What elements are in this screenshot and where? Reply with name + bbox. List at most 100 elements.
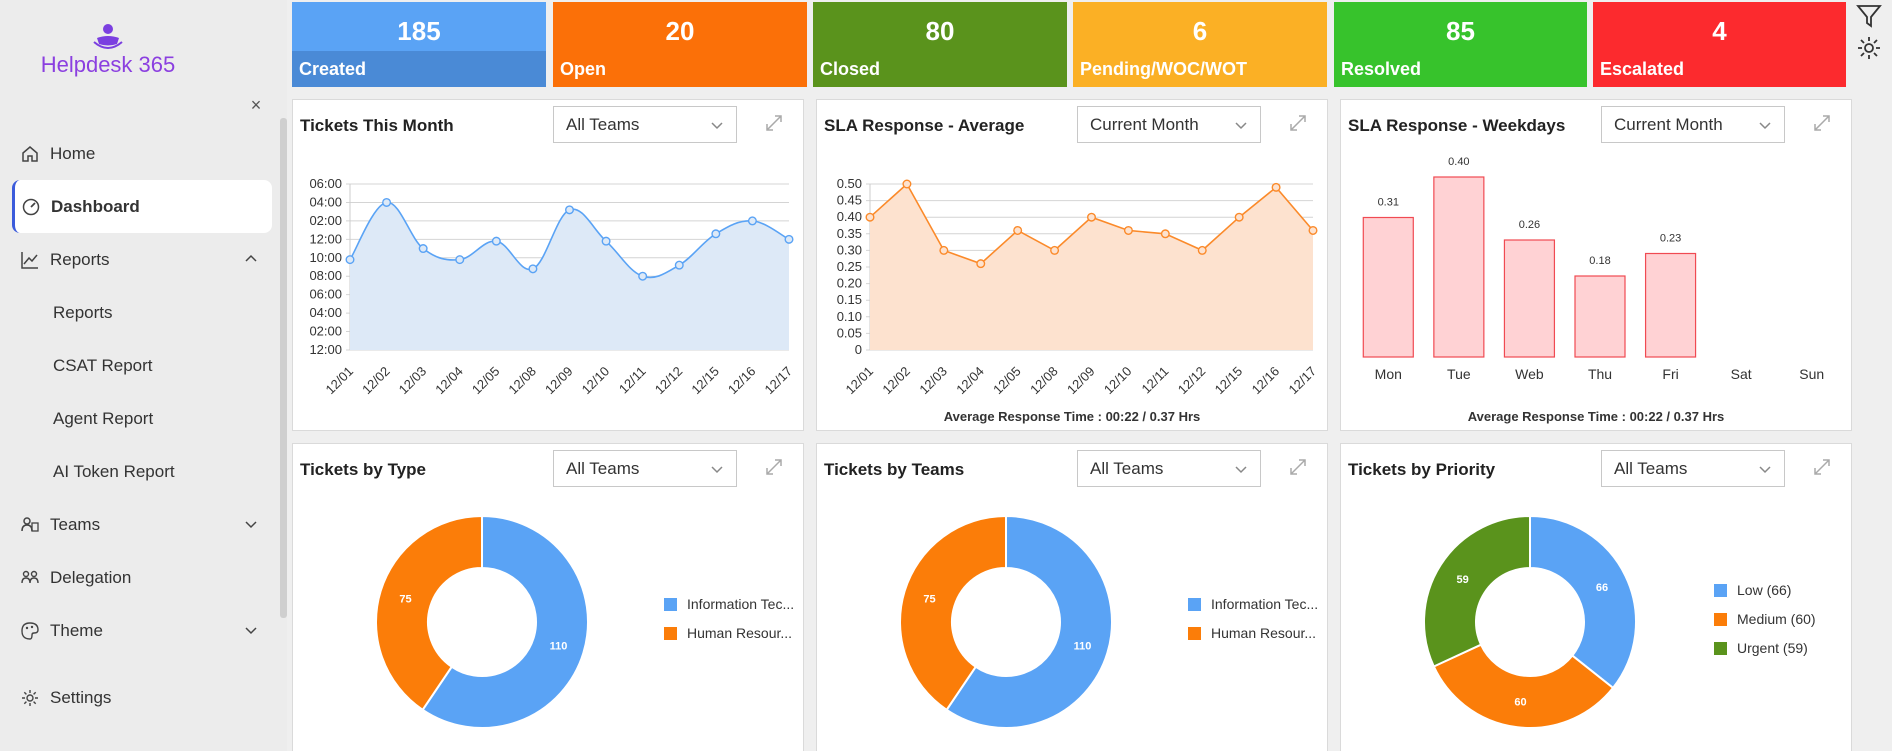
x-tick-label: 12/01 [843, 364, 877, 398]
stat-tile-pending-woc-wot[interactable]: 6 Pending/WOC/WOT [1073, 2, 1327, 87]
x-tick-label: 12/15 [688, 364, 722, 398]
card-title: Tickets by Type [300, 460, 426, 479]
select-value: All Teams [566, 115, 640, 134]
stat-tile-resolved[interactable]: 85 Resolved [1334, 2, 1587, 87]
stat-tile-escalated[interactable]: 4 Escalated [1593, 2, 1846, 87]
x-tick-label: Web [1515, 366, 1544, 382]
data-point [601, 236, 611, 246]
period-filter-select[interactable]: Current Month [1077, 106, 1261, 143]
bar [1644, 252, 1697, 358]
chevron-down-icon [1235, 466, 1247, 474]
y-tick-label: 10:00 [309, 250, 342, 265]
sidebar-item-dashboard[interactable]: Dashboard [12, 180, 272, 233]
sidebar-scrollbar[interactable] [280, 118, 287, 618]
filter-icon[interactable] [1855, 2, 1883, 30]
x-tick-label: 12/05 [990, 364, 1024, 398]
sidebar-item-reports-sub[interactable]: Reports [12, 286, 272, 339]
slice-value-label: 75 [923, 594, 935, 606]
sidebar-item-label: Home [50, 143, 96, 163]
team-filter-select[interactable]: All Teams [553, 106, 737, 143]
card-tickets-this-month: Tickets This Month All Teams 06:00 04:00 0… [292, 99, 804, 431]
card-title: SLA Response - Average [824, 116, 1025, 135]
stat-label: Resolved [1334, 51, 1587, 87]
sidebar-item-home[interactable]: Home [12, 127, 272, 180]
y-tick-label: 0.10 [837, 309, 862, 324]
expand-icon[interactable] [763, 456, 785, 478]
y-tick-label: 0.40 [837, 209, 862, 224]
sidebar-item-label: Theme [50, 620, 103, 640]
stat-value: 4 [1712, 16, 1727, 46]
data-point [1050, 245, 1060, 255]
select-value: Current Month [1614, 115, 1723, 134]
tickets-by-type-chart: 110 75 Information Tec... Human Resour... [375, 514, 794, 729]
legend-label: Urgent (59) [1737, 640, 1808, 656]
legend-label: Information Tec... [1211, 596, 1318, 612]
sidebar-item-reports[interactable]: Reports [12, 233, 272, 286]
stat-tile-open[interactable]: 20 Open [553, 2, 807, 87]
pie-slice [375, 514, 483, 712]
x-tick-label: Tue [1447, 366, 1471, 382]
legend-swatch [1714, 584, 1727, 597]
x-tick-label: 12/11 [1139, 364, 1172, 397]
sidebar-item-settings[interactable]: Settings [12, 671, 272, 724]
team-filter-select[interactable]: All Teams [1077, 450, 1261, 487]
data-point [939, 245, 949, 255]
sla-weekdays-chart: 0.31 Mon 0.40 Tue 0.26 Web 0.18 Thu 0.23 Fri Sat Su… [1362, 156, 1824, 382]
period-filter-select[interactable]: Current Month [1601, 106, 1785, 143]
x-tick-label: 12/09 [542, 364, 576, 398]
bar [1362, 216, 1414, 358]
data-point [528, 264, 538, 274]
chevron-down-icon [711, 122, 723, 130]
delegation-icon [21, 570, 39, 583]
card-tickets-by-teams: Tickets by Teams All Teams 110 75 Informat… [816, 443, 1328, 751]
stat-value: 20 [665, 16, 695, 46]
card-title: Tickets by Priority [1348, 460, 1496, 479]
close-sidebar-button[interactable]: × [250, 95, 262, 115]
y-tick-label: 06:00 [309, 176, 342, 191]
sidebar-item-label: Delegation [50, 567, 132, 587]
expand-icon[interactable] [763, 112, 785, 134]
data-point [418, 244, 428, 254]
y-tick-label: 0.30 [837, 242, 862, 257]
data-point [1308, 225, 1318, 235]
x-tick-label: Mon [1375, 366, 1402, 382]
slice-value-label: 60 [1514, 696, 1526, 708]
sidebar-item-ai-token-report[interactable]: AI Token Report [12, 445, 272, 498]
team-filter-select[interactable]: All Teams [1601, 450, 1785, 487]
sidebar-item-agent-report[interactable]: Agent Report [12, 392, 272, 445]
chevron-down-icon [245, 521, 257, 529]
data-label: 0.18 [1589, 255, 1610, 267]
x-tick-label: 12/11 [616, 364, 649, 397]
stat-value: 6 [1192, 16, 1208, 46]
legend-swatch [664, 598, 677, 611]
gauge-icon [22, 198, 40, 215]
stat-tile-created[interactable]: 185 Created [292, 2, 546, 87]
pie-slice [945, 514, 1113, 729]
stat-label: Created [292, 51, 546, 87]
y-tick-label: 0.45 [837, 193, 862, 208]
stat-tile-closed[interactable]: 80 Closed [813, 2, 1067, 87]
sidebar-item-csat-report[interactable]: CSAT Report [12, 339, 272, 392]
expand-icon[interactable] [1811, 112, 1833, 134]
sidebar-item-theme[interactable]: Theme [12, 604, 272, 657]
expand-icon[interactable] [1287, 456, 1309, 478]
team-filter-select[interactable]: All Teams [553, 450, 737, 487]
expand-icon[interactable] [1811, 456, 1833, 478]
settings-gear-icon[interactable] [1855, 34, 1883, 62]
logo[interactable]: Helpdesk 365 [18, 18, 188, 88]
x-tick-label: Sat [1731, 366, 1752, 382]
card-sla-average: SLA Response - Average Current Month 0.5… [816, 99, 1328, 431]
x-tick-label: 12/17 [762, 364, 796, 398]
sidebar-item-teams[interactable]: Teams [12, 498, 272, 551]
tickets-by-teams-chart: 110 75 Information Tec... Human Resour... [899, 514, 1318, 729]
pie-slice [899, 514, 1007, 712]
legend-swatch [1188, 627, 1201, 640]
legend-label: Medium (60) [1737, 611, 1816, 627]
expand-icon[interactable] [1287, 112, 1309, 134]
sidebar-item-delegation[interactable]: Delegation [12, 551, 272, 604]
sidebar-nav: Home Dashboard Reports Reports CSAT Repo… [12, 127, 272, 724]
x-tick-label: Fri [1662, 366, 1678, 382]
chevron-down-icon [711, 466, 723, 474]
data-point [711, 229, 721, 239]
x-tick-label: Sun [1799, 366, 1824, 382]
